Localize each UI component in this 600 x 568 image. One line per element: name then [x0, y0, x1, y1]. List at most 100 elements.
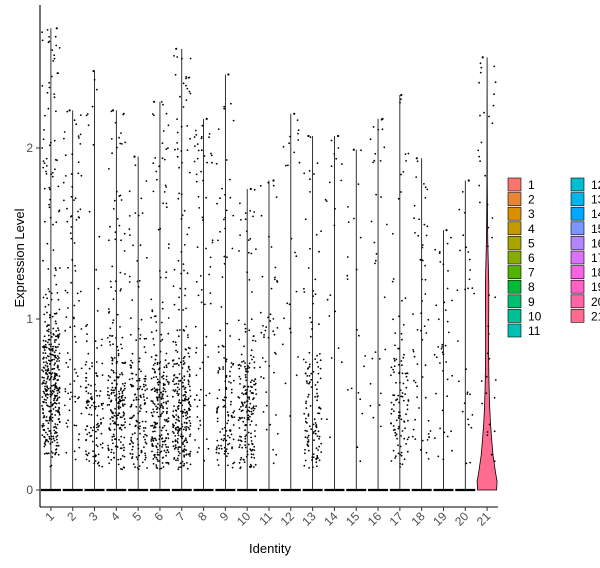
data-point: [140, 370, 142, 373]
data-point: [142, 427, 145, 429]
data-point: [164, 383, 166, 386]
data-point: [185, 421, 188, 424]
data-point: [128, 190, 131, 193]
data-point: [160, 429, 163, 432]
data-point: [284, 382, 287, 385]
violin-group-2: [62, 109, 83, 492]
data-point: [90, 426, 92, 429]
data-point: [315, 233, 318, 236]
data-point: [421, 244, 424, 246]
data-point: [58, 413, 61, 416]
data-point: [98, 464, 101, 467]
data-point: [57, 185, 60, 188]
data-point: [135, 398, 138, 401]
data-point: [227, 443, 229, 446]
data-point: [146, 397, 148, 399]
data-point: [469, 393, 471, 396]
data-point: [183, 421, 186, 424]
data-point: [398, 425, 400, 428]
data-point: [142, 393, 145, 396]
data-point: [139, 244, 142, 247]
data-point: [412, 350, 415, 353]
data-point: [51, 372, 54, 374]
data-point: [85, 407, 88, 410]
data-point: [288, 303, 291, 306]
data-point: [58, 412, 61, 414]
data-point: [119, 194, 122, 197]
data-point: [50, 359, 53, 362]
data-point: [318, 406, 320, 409]
data-point: [395, 399, 397, 402]
data-point: [221, 276, 224, 278]
data-point: [123, 232, 126, 235]
data-point: [156, 442, 159, 445]
data-point: [73, 325, 76, 327]
data-point: [186, 467, 189, 470]
data-point: [272, 184, 275, 187]
data-point: [224, 193, 226, 196]
data-point: [54, 452, 57, 455]
data-point: [131, 377, 134, 380]
data-point: [395, 419, 398, 422]
data-point: [42, 339, 45, 342]
data-point: [424, 364, 427, 367]
data-point: [64, 289, 67, 292]
data-point: [47, 107, 50, 110]
data-point: [158, 165, 161, 168]
data-point: [250, 436, 253, 439]
data-point: [369, 404, 372, 407]
data-point: [293, 151, 296, 154]
data-point: [111, 359, 114, 362]
data-point: [446, 435, 449, 438]
data-point: [44, 441, 47, 443]
data-point: [307, 415, 310, 417]
data-point: [178, 296, 181, 299]
data-point: [233, 416, 236, 418]
data-point: [399, 381, 401, 384]
data-point: [403, 437, 406, 440]
data-point: [173, 55, 175, 57]
data-point: [141, 212, 144, 215]
data-point: [394, 431, 397, 434]
data-point: [97, 426, 100, 428]
legend-swatch: [570, 309, 585, 323]
data-point: [313, 173, 315, 175]
legend-label: 17: [591, 251, 600, 265]
data-point: [152, 190, 155, 193]
data-point: [406, 450, 409, 453]
data-point: [252, 405, 255, 408]
data-point: [175, 414, 178, 416]
data-point: [162, 426, 164, 429]
data-point: [165, 461, 168, 464]
data-point: [117, 349, 120, 352]
data-point: [57, 72, 59, 75]
data-point: [247, 414, 250, 417]
data-point: [161, 157, 164, 160]
data-point: [428, 436, 430, 438]
data-point: [314, 422, 317, 424]
data-point: [50, 75, 53, 78]
data-point: [66, 220, 69, 223]
data-point: [429, 430, 432, 432]
data-point: [290, 237, 293, 240]
data-point: [55, 444, 58, 447]
data-point: [151, 310, 154, 313]
data-point: [111, 382, 113, 385]
data-point: [221, 187, 223, 190]
data-point: [249, 237, 252, 240]
data-point: [369, 382, 372, 385]
data-point: [152, 402, 155, 404]
data-point: [41, 424, 44, 427]
data-point: [48, 430, 51, 432]
data-point: [109, 418, 112, 420]
data-point: [445, 361, 447, 363]
data-point: [129, 333, 132, 336]
data-point: [155, 446, 158, 449]
data-point: [225, 430, 228, 432]
data-point: [124, 396, 127, 399]
data-point: [405, 375, 408, 378]
data-point: [188, 355, 191, 358]
data-point: [319, 377, 322, 380]
data-point: [88, 400, 90, 403]
data-point: [92, 144, 95, 146]
